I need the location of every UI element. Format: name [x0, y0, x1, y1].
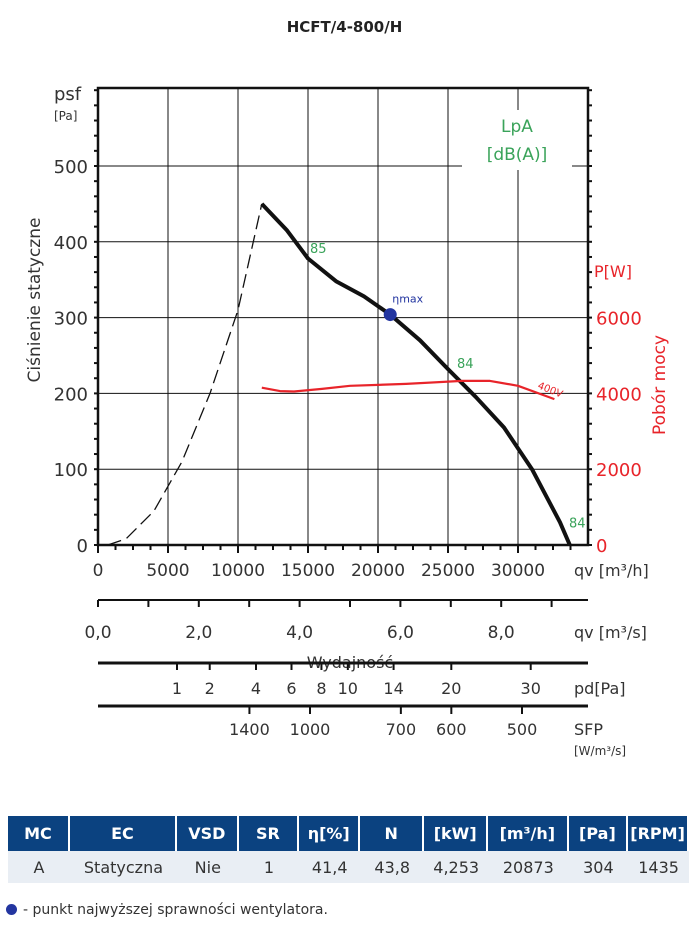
y-tick-label: 400 [54, 233, 88, 254]
legend-note: - punkt najwyższej sprawności wentylator… [6, 902, 328, 918]
column-header: [Pa] [568, 816, 629, 851]
table-cell: 304 [568, 851, 629, 883]
noise-label: LpA [501, 117, 533, 137]
y-unit-label: [Pa] [54, 109, 77, 123]
y2-axis-title: Pobór mocy [650, 335, 670, 435]
sfp-tick-label: 500 [507, 720, 538, 739]
y2-tick-label: 0 [596, 536, 607, 557]
pg-tick-label: 1 [172, 679, 182, 698]
x-tick-label: 25000 [421, 561, 475, 581]
sfp-tick-label: 1000 [290, 720, 331, 739]
eta-max-point [383, 308, 397, 322]
noise-value-label: 84 [569, 516, 586, 531]
legend-note-text: - punkt najwyższej sprawności wentylator… [23, 902, 328, 918]
sfp-label: SFP [574, 720, 603, 739]
x2-tick-label: 4,0 [286, 623, 313, 643]
eta-max-label: ηmax [392, 293, 423, 306]
column-header: [m³/h] [488, 816, 569, 851]
pg-tick-label: 20 [441, 679, 461, 698]
sfp-tick-label: 1400 [229, 720, 270, 739]
table-header-row: MC EC VSD SR η[%] N [kW] [m³/h] [Pa] [RPM] [8, 816, 689, 851]
table-cell: 43,8 [360, 851, 425, 883]
table-cell: Statyczna [69, 851, 178, 883]
x2-tick-label: 2,0 [185, 623, 212, 643]
series-line-1 [260, 202, 572, 546]
pg-tick-label: 10 [338, 679, 358, 698]
x-tick-label: 0 [93, 561, 104, 581]
table-cell: 1 [238, 851, 300, 883]
x-tick-label: 20000 [351, 561, 405, 581]
x-tick-label: 10000 [211, 561, 265, 581]
pg-tick-label: 14 [383, 679, 403, 698]
fan-parameters-table: MC EC VSD SR η[%] N [kW] [m³/h] [Pa] [RPM] A Staty… [8, 816, 689, 883]
pg-tick-label: 8 [316, 679, 326, 698]
y2-unit-label: P[W] [594, 262, 632, 281]
table-cell: 20873 [488, 851, 569, 883]
column-header: EC [69, 816, 178, 851]
pg-tick-label: 4 [251, 679, 261, 698]
sfp-unit-label: [W/m³/s] [574, 744, 626, 758]
table-cell: 41,4 [299, 851, 361, 883]
y-axis-title: Ciśnienie statyczne [25, 218, 45, 383]
x-tick-label: 5000 [146, 561, 189, 581]
y-tick-label: 100 [54, 460, 88, 481]
y-tick-label: 200 [54, 384, 88, 405]
y-unit-symbol: psf [54, 84, 82, 105]
series-line-2 [261, 379, 555, 401]
column-header: MC [8, 816, 70, 851]
table-cell: 1435 [628, 851, 689, 883]
column-header: VSD [177, 816, 239, 851]
x2-unit-label: qv [m³/s] [574, 623, 647, 642]
sfp-tick-label: 700 [386, 720, 417, 739]
x-tick-label: 15000 [281, 561, 335, 581]
x2-tick-label: 6,0 [387, 623, 414, 643]
y-tick-label: 500 [54, 157, 88, 178]
series-line-0 [107, 203, 263, 546]
y2-tick-label: 2000 [596, 460, 642, 481]
noise-label-background [462, 110, 572, 170]
chart-title: HCFT/4-800/H [286, 18, 403, 36]
y2-tick-label: 6000 [596, 309, 642, 330]
column-header: η[%] [299, 816, 361, 851]
y-tick-label: 300 [54, 309, 88, 330]
pg-tick-label: 6 [286, 679, 296, 698]
noise-value-label: 85 [310, 242, 327, 257]
table-cell: Nie [177, 851, 239, 883]
column-header: N [360, 816, 425, 851]
y2-tick-label: 4000 [596, 384, 642, 405]
eta-max-dot-icon [6, 904, 17, 915]
x-unit-label: qv [m³/h] [574, 561, 649, 580]
y-tick-label: 0 [77, 536, 88, 557]
table-row: A Statyczna Nie 1 41,4 43,8 4,253 20873 304 1435 [8, 851, 689, 883]
pg-tick-label: 30 [521, 679, 541, 698]
column-header: [RPM] [628, 816, 689, 851]
noise-unit-label: [dB(A)] [487, 145, 548, 165]
table-cell: 4,253 [424, 851, 489, 883]
noise-value-label: 84 [457, 357, 474, 372]
column-header: [kW] [424, 816, 489, 851]
pg-tick-label: 2 [205, 679, 215, 698]
column-header: SR [238, 816, 300, 851]
x-tick-label: 30000 [491, 561, 545, 581]
sfp-tick-label: 600 [436, 720, 467, 739]
x2-tick-label: 0,0 [84, 623, 111, 643]
x2-tick-label: 8,0 [488, 623, 515, 643]
table-cell: A [8, 851, 70, 883]
pg-unit-label: pd[Pa] [574, 679, 626, 698]
